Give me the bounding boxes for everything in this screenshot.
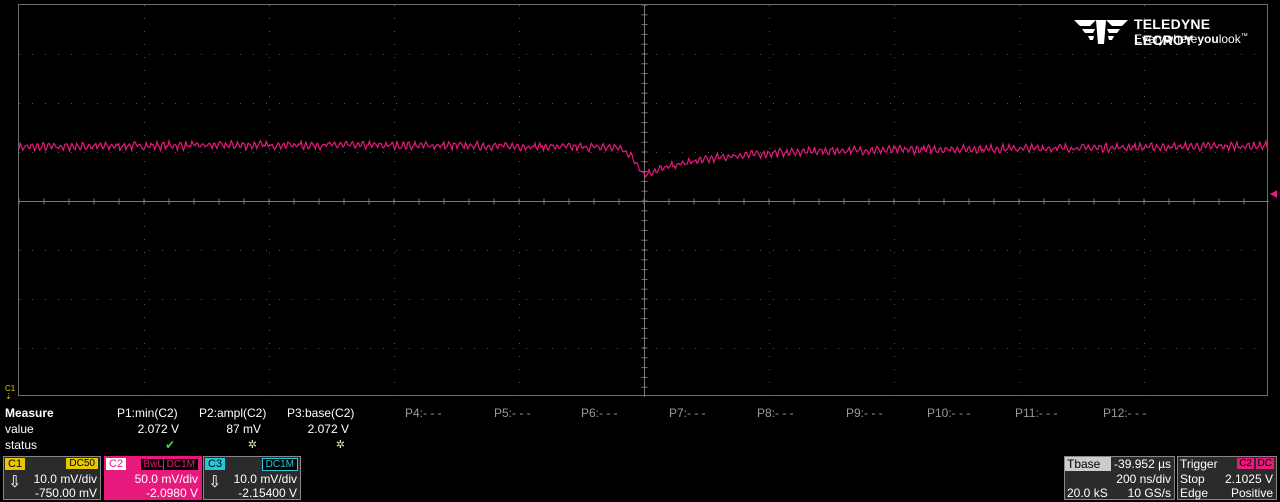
status-warning-icon: ✲ xyxy=(335,439,345,451)
measure-param-name: P11:- - - xyxy=(1015,406,1058,420)
trigger-slope: Positive xyxy=(1230,486,1273,500)
trigger-mode: Stop xyxy=(1180,472,1205,486)
measure-param-1[interactable]: P1:min(C2) 2.072 V ✔ xyxy=(117,406,183,452)
c2-offset: -2.0980 V xyxy=(145,486,198,500)
teledyne-lecroy-logo: TELEDYNE LECROY Everywhereyoulook™ xyxy=(1072,14,1262,50)
measure-param-name: P6:- - - xyxy=(581,406,618,420)
measure-param-name: P10:- - - xyxy=(927,406,971,420)
c3-down-arrow-icon: ⇩ xyxy=(208,474,222,491)
measure-param-name: P7:- - - xyxy=(669,406,706,420)
measure-param-name: P12:- - - xyxy=(1103,406,1147,420)
tagline-post: look xyxy=(1218,32,1241,46)
timebase-samples: 20.0 kS xyxy=(1067,486,1108,500)
measure-param-8[interactable]: P8:- - - xyxy=(757,406,823,452)
timebase-descriptor[interactable]: Tbase -39.952 µs 200 ns/div 20.0 kS 10 G… xyxy=(1064,456,1175,500)
c1-tag: C1 xyxy=(5,458,26,470)
c2-tag: C2 xyxy=(106,458,127,470)
measure-param-value: 87 mV xyxy=(226,422,261,436)
trigger-type: Edge xyxy=(1180,486,1209,500)
channel-c1-descriptor[interactable]: C1 DC50 ⇩ 10.0 mV/div -750.00 mV xyxy=(3,456,101,500)
measure-param-value: 2.072 V xyxy=(137,422,179,436)
channel-c2-descriptor[interactable]: C2 BwL DC1M 50.0 mV/div -2.0980 V xyxy=(104,456,202,500)
measure-table[interactable]: Measure value status P1:min(C2) 2.072 V ✔ P… xyxy=(0,406,1280,454)
tagline-pre: Everywhere xyxy=(1134,32,1198,46)
measure-param-name: P8:- - - xyxy=(757,406,794,420)
c1-coupling: DC50 xyxy=(66,458,98,469)
grid-lines xyxy=(19,5,1269,397)
measure-title: Measure xyxy=(5,406,54,420)
measure-param-name: P3:base(C2) xyxy=(287,406,355,420)
measure-param-name: P9:- - - xyxy=(846,406,883,420)
c2-trace xyxy=(19,138,1269,178)
measure-param-name: P2:ampl(C2) xyxy=(199,406,267,420)
trigger-label: Trigger xyxy=(1180,457,1218,471)
channel-c1-marker[interactable]: C1 ⇣ xyxy=(5,384,16,401)
teledyne-logo-icon xyxy=(1074,20,1128,44)
c1-vdiv: 10.0 mV/div xyxy=(33,472,97,486)
c3-coupling: DC1M xyxy=(261,458,298,471)
brand-name: TELEDYNE LECROY xyxy=(1134,16,1211,48)
measure-param-3[interactable]: P3:base(C2) 2.072 V ✲ xyxy=(287,406,355,452)
measure-param-10[interactable]: P10:- - - xyxy=(927,406,993,452)
c2-waveform-line xyxy=(19,138,1269,178)
measure-param-9[interactable]: P9:- - - xyxy=(846,406,912,452)
brand-tagline: Everywhereyoulook™ xyxy=(1134,32,1248,46)
trigger-level-marker-icon[interactable] xyxy=(1270,190,1277,198)
measure-param-7[interactable]: P7:- - - xyxy=(669,406,735,452)
timebase-tdiv: 200 ns/div xyxy=(1116,472,1171,486)
measure-param-value: 2.072 V xyxy=(307,422,349,436)
c3-vdiv: 10.0 mV/div xyxy=(233,472,297,486)
measure-param-name: P5:- - - xyxy=(494,406,531,420)
tagline-bold: you xyxy=(1197,32,1219,46)
c3-tag: C3 xyxy=(205,458,226,470)
measure-row-status-label: status xyxy=(5,438,38,452)
channel-c3-descriptor[interactable]: C3 DC1M ⇩ 10.0 mV/div -2.15400 V xyxy=(203,456,301,500)
trigger-descriptor[interactable]: Trigger C2 DC Stop 2.1025 V Edge Positiv… xyxy=(1177,456,1277,500)
measure-param-6[interactable]: P6:- - - xyxy=(581,406,647,452)
waveform-grid[interactable] xyxy=(18,4,1269,397)
c1-offset: -750.00 mV xyxy=(34,486,97,500)
measure-param-12[interactable]: P12:- - - xyxy=(1103,406,1169,452)
c1-down-arrow-icon: ⇩ xyxy=(8,474,22,491)
measure-param-11[interactable]: P11:- - - xyxy=(1015,406,1081,452)
c2-vdiv: 50.0 mV/div xyxy=(134,472,198,486)
tagline-tm: ™ xyxy=(1240,33,1248,40)
status-warning-icon: ✲ xyxy=(247,439,257,451)
measure-row-value-label: value xyxy=(5,422,34,436)
status-ok-check-icon: ✔ xyxy=(164,438,175,452)
channel-c1-marker-label: C1 xyxy=(5,384,16,393)
measure-param-4[interactable]: P4:- - - xyxy=(405,406,471,452)
c3-offset: -2.15400 V xyxy=(238,486,297,500)
measure-param-name: P4:- - - xyxy=(405,406,442,420)
c2-coupling: DC1M xyxy=(162,458,199,471)
timebase-label: Tbase xyxy=(1065,457,1111,471)
measure-param-name: P1:min(C2) xyxy=(117,406,178,420)
trigger-source: C2 xyxy=(1237,458,1254,469)
timebase-rate: 10 GS/s xyxy=(1127,486,1171,500)
trigger-coupling: DC xyxy=(1255,458,1274,469)
measure-param-2[interactable]: P2:ampl(C2) 87 mV ✲ xyxy=(199,406,267,452)
measure-param-5[interactable]: P5:- - - xyxy=(494,406,560,452)
trigger-level: 2.1025 V xyxy=(1224,472,1273,486)
timebase-delay: -39.952 µs xyxy=(1114,457,1171,471)
